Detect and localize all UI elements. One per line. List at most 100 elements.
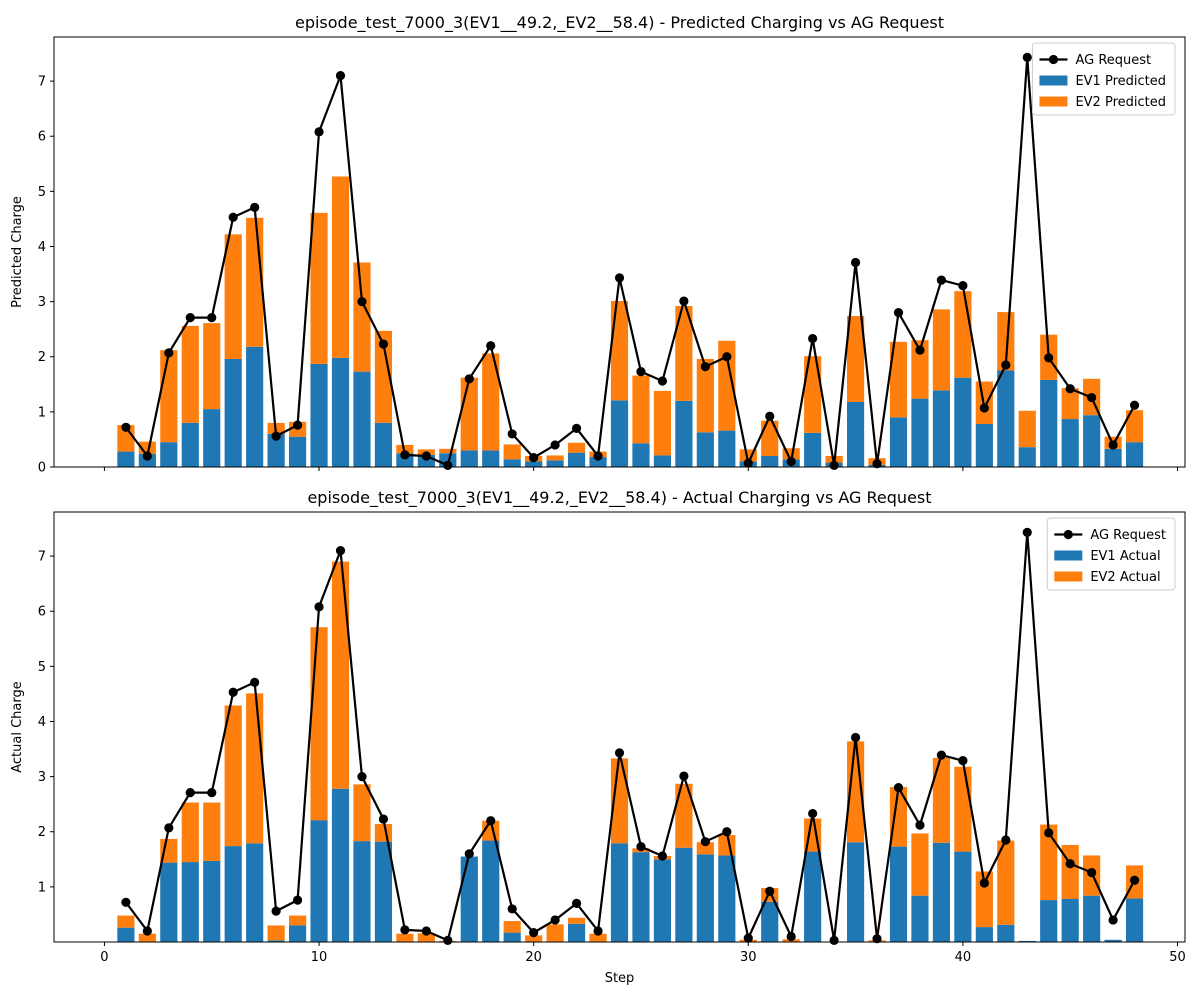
ag-request-point-step-41: [979, 403, 989, 413]
bar-ev2-step-12: [353, 262, 371, 372]
bar-ev1-step-26: [653, 455, 672, 467]
bar-ev2-step-11: [331, 176, 350, 358]
bar-ev2-step-29: [718, 340, 736, 431]
ag-request-point-step-47: [1108, 915, 1118, 925]
bar-ev1-step-8: [267, 940, 285, 942]
bar-ev2-step-22: [567, 442, 586, 453]
bar-ev2-step-21: [546, 924, 564, 942]
bar-ev2-step-2: [138, 933, 156, 942]
legend-label-ev1: EV1 Predicted: [1075, 74, 1166, 89]
ag-request-point-step-45: [1065, 859, 1075, 869]
bar-ev1-step-19: [503, 932, 521, 942]
bar-ev1-step-14: [396, 453, 414, 467]
bar-ev1-step-23: [589, 457, 607, 467]
bar-ev1-step-39: [932, 390, 951, 467]
ag-request-point-step-35: [850, 732, 861, 743]
bar-ev2-step-4: [181, 325, 199, 423]
bar-ev1-step-33: [804, 851, 822, 942]
bar-ev1-step-12: [353, 841, 371, 942]
ag-request-point-step-32: [786, 456, 796, 467]
ag-request-point-step-14: [400, 925, 410, 935]
legend-swatch-ev1: [1054, 550, 1083, 561]
ag-request-point-step-9: [292, 895, 303, 905]
bar-ev1-step-5: [203, 860, 221, 942]
ag-request-point-step-25: [636, 842, 646, 852]
ag-request-point-step-26: [657, 851, 668, 861]
ag-request-point-step-42: [1001, 360, 1011, 370]
ag-request-point-step-14: [400, 450, 410, 460]
ag-request-point-step-10: [314, 602, 324, 612]
bar-ev2-step-37: [889, 341, 908, 418]
x-tick-label-20: 20: [525, 950, 542, 965]
ag-request-point-step-30: [743, 458, 753, 468]
y-tick-label-7: 7: [38, 75, 46, 90]
legend-label-ev1: EV1 Actual: [1090, 549, 1160, 564]
bar-ev1-step-46: [1083, 895, 1101, 942]
bar-ev2-step-9: [288, 915, 307, 926]
y-tick-label-4: 4: [38, 240, 46, 255]
bar-ev1-step-18: [482, 450, 500, 467]
ag-request-point-step-36: [872, 934, 882, 944]
ag-request-point-step-33: [808, 333, 818, 344]
bar-ev2-step-4: [181, 802, 199, 863]
y-tick-label-2: 2: [38, 350, 46, 365]
bar-ev2-step-42: [997, 840, 1015, 925]
y-tick-label-4: 4: [38, 715, 46, 730]
ag-request-point-step-16: [443, 460, 453, 470]
ag-request-point-step-41: [979, 878, 989, 888]
bar-ev2-step-12: [353, 784, 371, 842]
bar-ev1-step-33: [804, 432, 822, 467]
bar-ev1-step-31: [761, 901, 779, 942]
bar-ev1-step-29: [718, 430, 736, 467]
y-tick-label-3: 3: [38, 770, 46, 785]
legend-box: [1031, 42, 1176, 116]
bar-ev2-step-20: [525, 935, 543, 942]
bar-ev2-step-11: [331, 561, 350, 789]
bar-ev1-step-1: [117, 451, 135, 467]
bar-ev2-step-38: [911, 833, 929, 896]
ag-request-point-step-47: [1108, 440, 1118, 450]
bar-ev2-step-27: [675, 783, 693, 848]
bar-ev1-step-40: [954, 851, 972, 942]
legend-ag-request-marker: [1048, 54, 1059, 65]
ag-request-point-step-22: [571, 423, 582, 434]
bar-ev1-step-40: [954, 377, 972, 467]
ag-request-point-step-2: [142, 451, 152, 461]
bar-ev1-step-25: [632, 852, 650, 942]
ag-request-point-step-21: [550, 915, 560, 925]
ag-request-point-step-43: [1022, 527, 1032, 537]
bar-ev2-step-5: [203, 802, 221, 861]
ag-request-point-step-25: [636, 367, 646, 377]
ag-request-point-step-28: [700, 362, 710, 372]
ag-request-point-step-48: [1129, 875, 1140, 885]
bar-ev2-step-45: [1061, 844, 1079, 899]
bar-ev1-step-22: [567, 923, 586, 942]
ag-request-point-step-19: [507, 904, 517, 914]
ag-request-point-step-18: [486, 816, 496, 826]
bar-ev2-step-14: [396, 444, 414, 454]
bar-ev2-step-40: [954, 766, 972, 852]
ag-request-point-step-17: [464, 849, 474, 859]
ag-request-point-step-13: [378, 339, 389, 349]
chart-title: episode_test_7000_3(EV1__49.2,_EV2__58.4…: [307, 488, 931, 508]
chart-title: episode_test_7000_3(EV1__49.2,_EV2__58.4…: [295, 13, 944, 33]
bar-ev1-step-26: [653, 859, 672, 942]
bar-ev2-step-19: [503, 921, 521, 933]
legend-swatch-ev1: [1039, 75, 1068, 86]
ag-request-point-step-3: [164, 348, 174, 358]
bar-ev1-step-43: [1018, 447, 1036, 467]
legend-swatch-ev2: [1039, 96, 1068, 107]
bar-ev2-step-6: [224, 234, 242, 359]
chart-panel-2: 0 10 20 30 40 50 1 2 3 4 5 6 7 episode_test_7000_3(EV…: [10, 488, 1186, 986]
ag-request-point-step-3: [164, 823, 174, 833]
bar-ev2-step-29: [718, 835, 736, 856]
y-tick-label-1: 1: [38, 880, 46, 895]
bar-ev1-step-42: [997, 924, 1015, 942]
bar-ev2-step-21: [546, 455, 564, 461]
bar-ev2-step-10: [310, 212, 328, 364]
y-tick-label-5: 5: [38, 660, 46, 675]
bar-ev2-step-40: [954, 291, 972, 378]
x-tick-label-40: 40: [955, 950, 972, 965]
bar-ev1-step-20: [525, 461, 543, 467]
bar-ev2-step-16: [439, 448, 457, 454]
